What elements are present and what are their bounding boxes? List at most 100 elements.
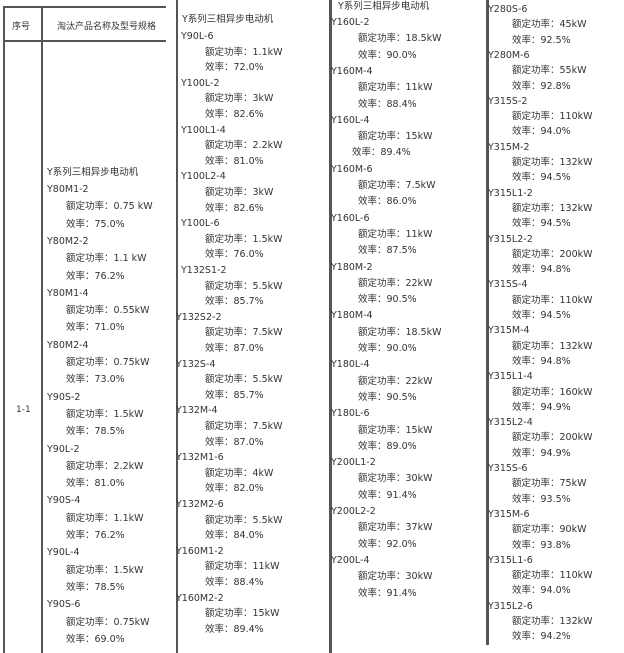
efficiency-value: 88.4% xyxy=(386,98,417,110)
model-name: Y160M-4 xyxy=(331,65,373,77)
rated-power-value: 11kW xyxy=(405,228,433,240)
efficiency-label: 效率： xyxy=(66,218,95,230)
efficiency-label: 效率： xyxy=(512,126,541,138)
rated-power-value: 1.1kW xyxy=(113,512,144,524)
model-name: Y160M-6 xyxy=(331,163,373,175)
efficiency-label: 效率： xyxy=(512,539,541,551)
rated-power: 额定功率：15kW xyxy=(358,131,433,143)
efficiency-value: 90.5% xyxy=(386,294,417,306)
efficiency-value: 78.5% xyxy=(94,426,125,438)
rated-power: 额定功率：1.1kW xyxy=(66,513,144,525)
model-name: Y100L2-4 xyxy=(181,171,226,183)
model-name: Y100L1-4 xyxy=(181,124,226,136)
rated-power-value: 160kW xyxy=(559,386,593,398)
efficiency-value: 88.4% xyxy=(233,577,264,588)
rated-power: 额定功率：7.5kW xyxy=(205,327,283,339)
rated-power-value: 1.5kW xyxy=(113,564,144,576)
efficiency: 效率：94.8% xyxy=(512,356,571,368)
efficiency-label: 效率： xyxy=(358,489,387,501)
rated-power-value: 110kW xyxy=(559,294,593,306)
efficiency-label: 效率： xyxy=(358,587,387,599)
rated-power-label: 额定功率： xyxy=(66,201,114,213)
efficiency: 效率：78.5% xyxy=(66,426,125,438)
rated-power-label: 额定功率： xyxy=(358,33,406,45)
efficiency-label: 效率： xyxy=(66,478,95,490)
rated-power-label: 额定功率： xyxy=(205,467,253,479)
efficiency: 效率：92.0% xyxy=(358,539,417,551)
rated-power-value: 75kW xyxy=(559,478,587,490)
rated-power: 额定功率：5.5kW xyxy=(205,374,283,386)
rated-power-label: 额定功率： xyxy=(512,294,560,306)
efficiency: 效率：89.4% xyxy=(352,147,411,159)
efficiency: 效率：89.0% xyxy=(358,441,417,453)
rated-power-value: 0.75 kW xyxy=(113,201,153,213)
rated-power-label: 额定功率： xyxy=(205,46,253,58)
efficiency-label: 效率： xyxy=(66,426,95,438)
efficiency-label: 效率： xyxy=(205,577,234,588)
model-name: Y90L-6 xyxy=(181,31,214,42)
efficiency: 效率：90.0% xyxy=(358,343,417,355)
rated-power: 额定功率：18.5kW xyxy=(358,327,442,339)
rated-power-label: 额定功率： xyxy=(205,187,253,198)
efficiency: 效率：76.0% xyxy=(205,249,264,261)
rated-power-value: 11kW xyxy=(252,561,280,573)
rated-power: 额定功率：110kW xyxy=(512,111,593,123)
rated-power-label: 额定功率： xyxy=(358,375,406,387)
model-name: Y200L-4 xyxy=(331,554,370,566)
rated-power-value: 1.1 kW xyxy=(113,253,147,265)
rated-power-label: 额定功率： xyxy=(358,522,406,534)
rated-power: 额定功率：2.2kW xyxy=(66,461,144,473)
rated-power-label: 额定功率： xyxy=(358,326,406,338)
efficiency-value: 84.0% xyxy=(233,530,264,542)
model-name: Y90L-2 xyxy=(47,443,80,455)
efficiency: 效率：94.0% xyxy=(512,585,571,597)
model-name: Y90S-4 xyxy=(47,495,81,507)
efficiency-label: 效率： xyxy=(66,530,95,541)
rated-power-value: 132kW xyxy=(559,616,593,627)
efficiency-label: 效率： xyxy=(205,623,234,635)
column-divider xyxy=(41,7,43,653)
efficiency-value: 93.8% xyxy=(540,539,571,551)
rated-power-label: 额定功率： xyxy=(66,460,114,472)
model-name: Y315L2-6 xyxy=(488,600,533,612)
efficiency-value: 76.0% xyxy=(233,249,264,261)
rated-power: 额定功率：45kW xyxy=(512,19,587,31)
efficiency-value: 87.5% xyxy=(386,245,417,257)
rated-power: 额定功率：4kW xyxy=(205,468,273,480)
model-name: Y315M-2 xyxy=(488,141,530,153)
rated-power-label: 额定功率： xyxy=(512,19,560,31)
efficiency-label: 效率： xyxy=(512,631,541,643)
rated-power: 额定功率：11kW xyxy=(205,561,280,573)
efficiency-value: 90.0% xyxy=(386,343,417,354)
rated-power-value: 2.2kW xyxy=(113,460,144,472)
efficiency: 效率：71.0% xyxy=(66,322,125,334)
efficiency-value: 71.0% xyxy=(94,322,125,334)
efficiency-value: 94.9% xyxy=(540,447,571,459)
model-name: Y315M-4 xyxy=(488,325,530,337)
rated-power: 额定功率：160kW xyxy=(512,387,593,399)
efficiency-value: 94.9% xyxy=(540,401,571,413)
efficiency: 效率：76.2% xyxy=(66,530,125,542)
rated-power-label: 额定功率： xyxy=(66,616,114,628)
rated-power-label: 额定功率： xyxy=(66,512,114,524)
rated-power-label: 额定功率： xyxy=(512,65,560,77)
efficiency: 效率：82.6% xyxy=(205,109,264,121)
rated-power-label: 额定功率： xyxy=(512,524,560,536)
efficiency-label: 效率： xyxy=(512,172,541,184)
rated-power: 额定功率：18.5kW xyxy=(358,33,442,45)
efficiency-label: 效率： xyxy=(358,98,387,110)
efficiency: 效率：81.0% xyxy=(205,156,264,168)
efficiency-label: 效率： xyxy=(512,218,541,230)
rated-power-label: 额定功率： xyxy=(512,616,560,627)
efficiency: 效率：94.9% xyxy=(512,448,571,460)
model-name: Y132M-4 xyxy=(176,405,218,417)
efficiency-label: 效率： xyxy=(205,155,234,167)
rated-power-value: 0.75kW xyxy=(113,616,150,628)
rated-power: 额定功率：11kW xyxy=(358,229,433,241)
rated-power-value: 30kW xyxy=(405,571,433,583)
rated-power-value: 7.5kW xyxy=(405,180,436,191)
rated-power-value: 1.1kW xyxy=(252,46,283,58)
rated-power: 额定功率：37kW xyxy=(358,522,433,534)
efficiency-value: 85.7% xyxy=(233,296,264,308)
efficiency: 效率：82.6% xyxy=(205,203,264,215)
